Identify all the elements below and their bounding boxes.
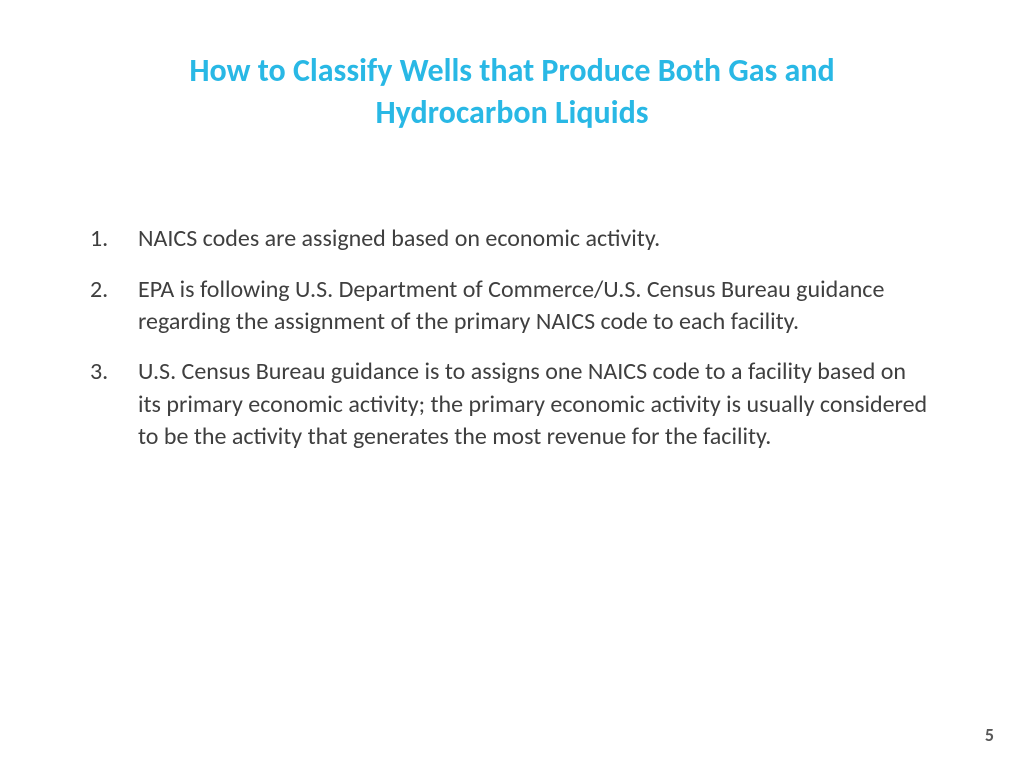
list-item: NAICS codes are assigned based on econom… bbox=[90, 223, 934, 255]
slide-container: How to Classify Wells that Produce Both … bbox=[0, 0, 1024, 768]
list-item: U.S. Census Bureau guidance is to assign… bbox=[90, 356, 934, 453]
numbered-list: NAICS codes are assigned based on econom… bbox=[90, 223, 934, 453]
slide-title: How to Classify Wells that Produce Both … bbox=[90, 50, 934, 133]
list-item: EPA is following U.S. Department of Comm… bbox=[90, 274, 934, 339]
page-number: 5 bbox=[985, 724, 994, 746]
